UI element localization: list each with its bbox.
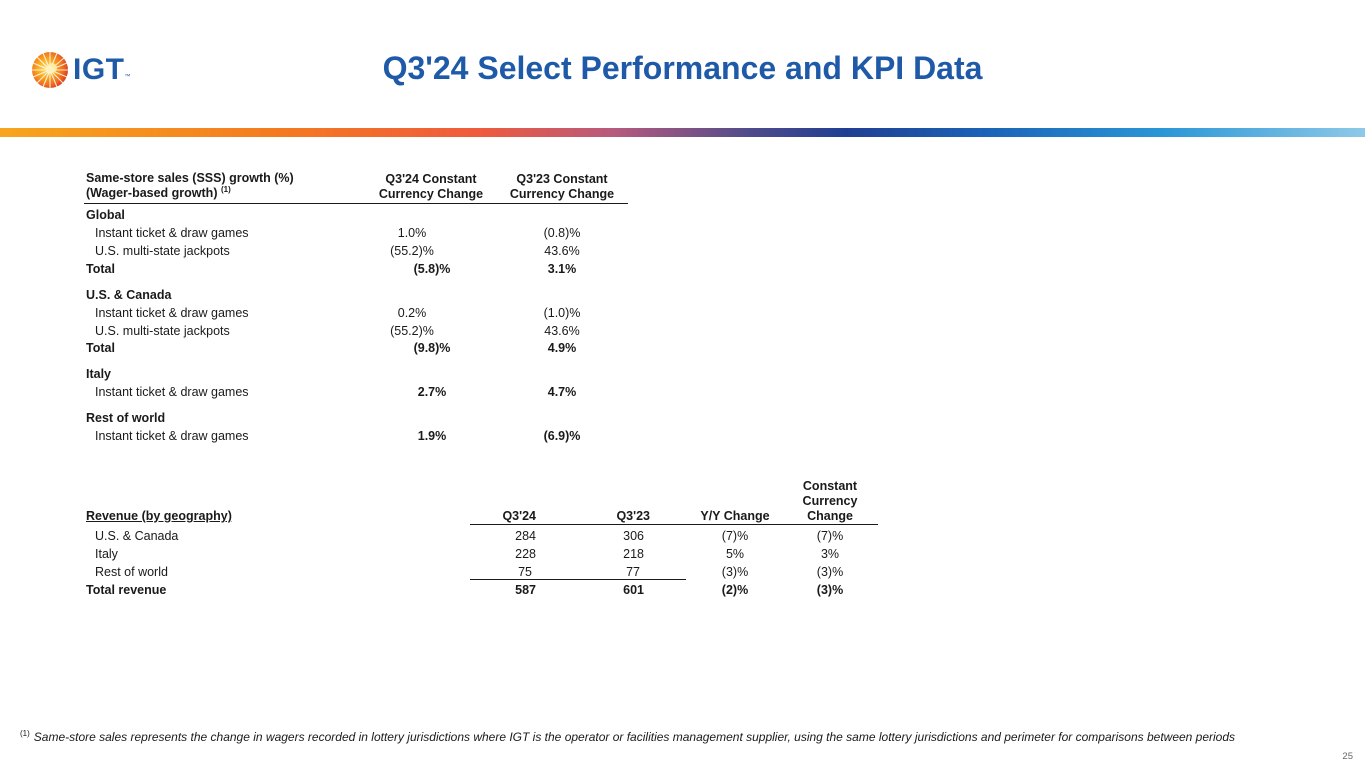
revenue-row-q323: 601	[623, 583, 644, 597]
revenue-col-constant-currency: Constant Currency Change	[790, 479, 870, 524]
sss-row-q324: (9.8)%	[413, 341, 451, 355]
sss-row-q324: 0.2%	[397, 306, 427, 320]
sss-header-footnote-marker: (1)	[220, 184, 231, 194]
revenue-row-yoy: (7)%	[721, 529, 749, 543]
sss-col-q323-line1: Q3'23 Constant	[516, 172, 608, 186]
color-band-divider	[0, 128, 1365, 137]
sss-row-q323: (1.0)%	[543, 306, 581, 320]
sss-row-q323: 43.6%	[544, 324, 580, 338]
revenue-row-label: U.S. & Canada	[95, 529, 179, 543]
revenue-row-q324: 75	[518, 565, 532, 579]
sss-row-q323: (0.8)%	[543, 226, 581, 240]
revenue-row-cc: (3)%	[816, 565, 844, 579]
sss-section-rest-of-world: Rest of world	[86, 411, 166, 425]
revenue-row-label: Total revenue	[86, 583, 167, 597]
sss-col-q324-header: Q3'24 Constant Currency Change	[372, 172, 490, 202]
sss-row-label: Total	[86, 341, 115, 355]
revenue-header-rule	[470, 524, 878, 525]
sss-col-q323-line2: Currency Change	[509, 187, 615, 201]
footnote: (1) Same-store sales represents the chang…	[20, 729, 1235, 744]
sss-row-label: Instant ticket & draw games	[95, 226, 249, 240]
sss-col-q324-line1: Q3'24 Constant	[385, 172, 477, 186]
revenue-col-cc-line1: Constant	[802, 479, 858, 493]
revenue-row-q324: 587	[515, 583, 536, 597]
sss-row-q323: (6.9)%	[543, 429, 581, 443]
sss-row-label: Instant ticket & draw games	[95, 306, 249, 320]
revenue-row-label: Rest of world	[95, 565, 168, 579]
sss-row-label: Total	[86, 262, 115, 276]
revenue-col-cc-line3: Change	[807, 509, 853, 523]
sss-header-rule	[84, 203, 628, 204]
revenue-row-q324: 284	[515, 529, 536, 543]
revenue-subtotal-rule	[470, 579, 686, 580]
sss-row-q324: 2.7%	[417, 385, 447, 399]
sss-row-q324: (55.2)%	[390, 324, 434, 338]
sss-row-label: U.S. multi-state jackpots	[95, 324, 230, 338]
revenue-row-yoy: 5%	[725, 547, 745, 561]
sss-header-line1: Same-store sales (SSS) growth (%)	[86, 171, 294, 185]
sss-row-label: Instant ticket & draw games	[95, 429, 249, 443]
sss-row-q323: 4.7%	[547, 385, 577, 399]
revenue-row-yoy: (2)%	[721, 583, 749, 597]
sss-row-q324: (5.8)%	[413, 262, 451, 276]
sss-section-us-canada: U.S. & Canada	[86, 288, 172, 302]
revenue-row-cc: 3%	[820, 547, 840, 561]
sss-row-q323: 43.6%	[544, 244, 580, 258]
footnote-text: Same-store sales represents the change i…	[33, 730, 1236, 744]
revenue-row-q323: 77	[626, 565, 640, 579]
page-number: 25	[1342, 751, 1353, 762]
logo-text: IGT	[73, 53, 125, 86]
sss-row-label: U.S. multi-state jackpots	[95, 244, 230, 258]
footnote-marker: (1)	[20, 729, 30, 738]
sss-col-q324-line2: Currency Change	[378, 187, 484, 201]
sss-row-q323: 4.9%	[547, 341, 577, 355]
revenue-row-cc: (3)%	[816, 583, 844, 597]
revenue-col-yoy: Y/Y Change	[700, 509, 770, 523]
sss-row-label: Instant ticket & draw games	[95, 385, 249, 399]
sss-row-q324: 1.9%	[417, 429, 447, 443]
igt-logo: IGT ™	[30, 50, 131, 90]
revenue-row-q323: 218	[623, 547, 644, 561]
revenue-row-cc: (7)%	[816, 529, 844, 543]
revenue-col-cc-line2: Currency	[802, 494, 858, 508]
sss-col-q323-header: Q3'23 Constant Currency Change	[502, 172, 622, 202]
sss-row-q324: 1.0%	[397, 226, 427, 240]
revenue-row-label: Italy	[95, 547, 118, 561]
revenue-row-q324: 228	[515, 547, 536, 561]
page-title: Q3'24 Select Performance and KPI Data	[382, 50, 983, 86]
revenue-col-q324: Q3'24	[502, 509, 536, 523]
sss-section-global: Global	[86, 208, 125, 222]
sss-header-label: Same-store sales (SSS) growth (%) (Wager…	[86, 171, 294, 201]
revenue-row-yoy: (3)%	[721, 565, 749, 579]
logo-trademark: ™	[124, 74, 131, 80]
sss-row-q324: (55.2)%	[390, 244, 434, 258]
revenue-col-q323: Q3'23	[616, 509, 650, 523]
sss-header-line2: (Wager-based growth)	[86, 186, 218, 200]
revenue-row-q323: 306	[623, 529, 644, 543]
igt-sun-icon	[32, 52, 68, 88]
sss-row-q323: 3.1%	[547, 262, 577, 276]
sss-section-italy: Italy	[86, 367, 112, 381]
revenue-header-label: Revenue (by geography)	[86, 509, 232, 523]
